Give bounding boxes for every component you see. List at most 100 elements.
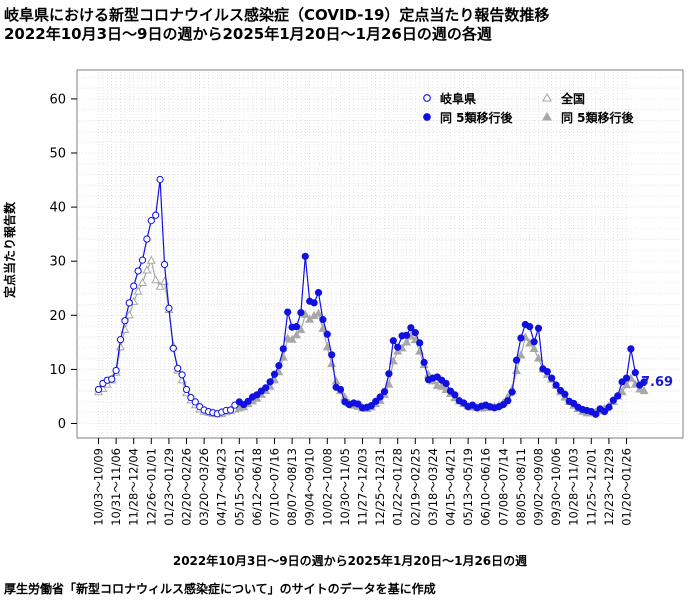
x-tick-label: 05/15～05/21 <box>232 448 246 526</box>
legend-label-national: 全国 <box>560 91 585 106</box>
legend-marker-gifu-post <box>423 113 431 121</box>
gifu-point <box>385 370 393 378</box>
y-axis-label: 定点当たり報告数 <box>2 201 17 298</box>
chart-title-line2: 2022年10月3日～9日の週から2025年1月20日～1月26日の週の各週 <box>4 25 492 43</box>
gifu-point <box>143 235 151 243</box>
gifu-point <box>310 299 318 307</box>
x-tick-label: 01/22～01/28 <box>391 448 405 526</box>
national-point <box>384 379 394 388</box>
gifu-point <box>314 288 323 297</box>
gifu-point <box>416 339 424 347</box>
gifu-point <box>504 397 512 405</box>
gifu-point <box>446 387 455 395</box>
national-point <box>639 385 649 395</box>
gifu-point <box>600 407 609 416</box>
gifu-point <box>169 344 177 352</box>
x-tick-label: 10/30～11/05 <box>338 448 352 526</box>
legend-marker-gifu <box>423 94 431 102</box>
x-tick-label: 11/27～12/03 <box>356 448 370 526</box>
source-note: 厚生労働省「新型コロナウィルス感染症について」のサイトのデータを基に作成 <box>4 582 436 596</box>
legend-label-national-post: 同 5類移行後 <box>561 110 635 125</box>
gifu-point <box>534 324 543 332</box>
gifu-point <box>592 410 600 418</box>
gifu-point <box>121 317 129 325</box>
gifu-point <box>402 331 411 339</box>
legend-label-gifu: 岐阜県 <box>440 91 476 106</box>
gifu-point <box>147 217 155 225</box>
gifu-point <box>640 378 648 386</box>
gifu-point <box>270 370 279 378</box>
x-tick-label: 09/30～10/06 <box>549 448 563 526</box>
legend-marker-national-post <box>542 111 552 121</box>
gifu-point <box>130 282 138 290</box>
y-tick-label: 30 <box>49 255 66 270</box>
x-tick-label: 04/15～04/21 <box>444 448 458 526</box>
national-point <box>437 381 447 390</box>
gifu-point <box>354 400 362 408</box>
national-point <box>534 353 543 362</box>
y-tick-label: 40 <box>49 201 66 216</box>
x-tick-label: 10/28～11/03 <box>567 448 581 526</box>
national-point <box>529 343 539 352</box>
gifu-point <box>292 323 301 331</box>
gifu-point <box>460 399 468 407</box>
gifu-point <box>609 396 617 404</box>
gifu-point <box>191 398 199 406</box>
gifu-point <box>508 388 516 396</box>
national-point <box>314 308 323 317</box>
national-point <box>146 255 156 264</box>
x-tick-label: 12/25～12/31 <box>373 448 387 526</box>
x-tick-label: 04/17～04/23 <box>215 448 229 526</box>
gifu-point <box>125 299 133 307</box>
x-tick-label: 01/20～01/26 <box>620 448 634 526</box>
gifu-point <box>367 402 375 410</box>
x-tick-label: 03/18～03/24 <box>426 448 440 526</box>
national-point <box>322 342 332 351</box>
y-axis: 0 10 20 30 40 50 60 <box>49 92 77 432</box>
gifu-point <box>253 391 261 399</box>
y-tick-label: 20 <box>49 309 66 324</box>
gifu-point <box>407 324 415 332</box>
x-axis-caption: 2022年10月3日～9日の週から2025年1月20日～1月26日の週 <box>172 554 528 568</box>
x-tick-label: 08/07～08/13 <box>285 448 299 526</box>
x-tick-label: 10/02～10/08 <box>320 448 334 526</box>
y-tick-label: 0 <box>58 417 66 432</box>
national-point <box>133 286 143 295</box>
gifu-point <box>543 367 551 376</box>
national-point <box>296 324 306 334</box>
chart-title-line1: 岐阜県における新型コロナウイルス感染症（COVID-19）定点当たり報告数推移 <box>4 6 550 24</box>
gifu-point <box>336 385 345 394</box>
gifu-point <box>552 381 560 389</box>
gifu-point <box>389 337 397 345</box>
gifu-point <box>526 323 534 331</box>
gifu-point <box>226 406 235 414</box>
x-tick-label: 09/04～09/10 <box>303 448 317 526</box>
gifu-point <box>411 329 419 337</box>
gifu-point <box>178 371 186 379</box>
gifu-point <box>244 397 252 405</box>
gifu-point <box>614 392 622 400</box>
gifu-point <box>548 374 556 382</box>
gifu-point <box>174 364 182 372</box>
gifu-point <box>275 362 283 370</box>
gifu-point <box>187 393 195 402</box>
gifu-point <box>266 378 274 386</box>
national-point <box>622 380 631 389</box>
x-tick-label: 01/23～01/29 <box>162 448 176 526</box>
national-point <box>516 350 526 359</box>
gifu-point <box>262 384 270 392</box>
national-point <box>292 330 301 339</box>
gifu-point <box>394 343 402 351</box>
x-tick-label: 06/12～06/18 <box>250 448 264 526</box>
gifu-point <box>297 308 305 317</box>
gifu-point <box>328 351 336 359</box>
gifu-point <box>499 400 507 409</box>
gifu-point <box>442 379 450 388</box>
national-point <box>635 384 645 393</box>
gifu-point <box>622 374 631 382</box>
gifu-point <box>156 175 164 184</box>
x-axis: 10/03～10/09 10/31～11/06 11/28～12/04 12/26～0… <box>92 438 634 526</box>
gifu-point <box>160 260 169 269</box>
gifu-point <box>108 375 116 383</box>
x-tick-label: 07/08～07/14 <box>496 448 510 526</box>
